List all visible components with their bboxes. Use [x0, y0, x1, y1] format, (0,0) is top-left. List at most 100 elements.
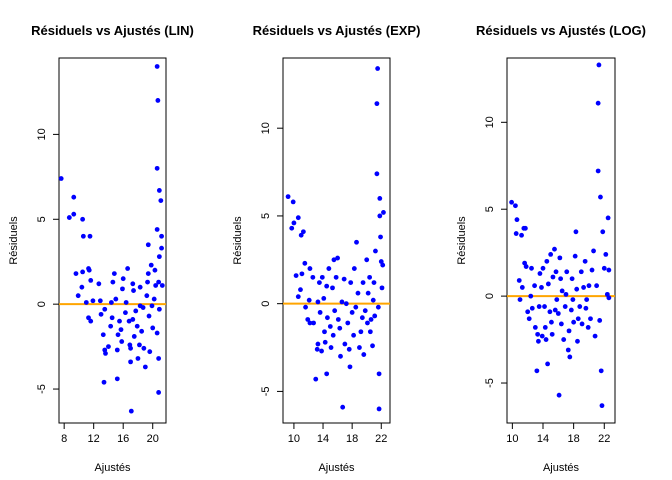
data-point — [347, 364, 353, 370]
data-point — [101, 379, 107, 385]
data-point — [156, 279, 162, 285]
data-point — [106, 344, 111, 350]
data-point — [375, 304, 381, 310]
data-point — [86, 315, 91, 321]
data-point — [156, 306, 162, 312]
data-point — [513, 231, 519, 236]
data-point — [603, 252, 609, 257]
data-point — [367, 329, 373, 335]
data-point — [319, 274, 325, 280]
data-point — [128, 359, 133, 365]
data-point — [137, 342, 142, 348]
data-point — [568, 307, 574, 313]
y-tick-label: -5 — [260, 387, 272, 397]
data-point — [316, 280, 322, 286]
data-point — [581, 285, 586, 290]
scatter-points — [285, 66, 386, 412]
data-point — [571, 319, 577, 325]
y-axis-label: Résiduels — [232, 216, 244, 265]
data-point — [552, 246, 557, 252]
data-point — [110, 279, 116, 285]
data-point — [80, 233, 86, 239]
data-point — [66, 215, 72, 220]
chart-panel-3: Résiduels vs Ajustés (LOG) 10 14 18 22 -5 0 5 10… — [456, 23, 646, 474]
data-point — [539, 285, 544, 290]
data-point — [355, 290, 361, 296]
data-point — [125, 266, 131, 271]
data-point — [575, 316, 581, 322]
data-point — [154, 165, 160, 171]
data-point — [513, 203, 518, 209]
data-point — [120, 276, 126, 282]
y-tick-label: 5 — [260, 213, 272, 219]
data-point — [306, 297, 312, 303]
data-point — [370, 297, 376, 303]
data-point — [135, 356, 141, 361]
data-point — [158, 198, 164, 204]
data-point — [526, 316, 532, 322]
data-point — [114, 347, 120, 353]
data-point — [131, 288, 136, 293]
x-tick-label: 12 — [88, 433, 100, 445]
data-point — [142, 364, 148, 370]
x-tick-label: 18 — [346, 433, 358, 445]
x-tick-label: 22 — [375, 433, 387, 445]
data-point — [126, 318, 132, 324]
data-point — [367, 274, 373, 280]
data-point — [310, 274, 316, 280]
data-point — [341, 276, 347, 282]
data-point — [113, 296, 119, 302]
data-point — [285, 194, 291, 200]
data-point — [574, 286, 580, 292]
data-point — [86, 267, 92, 273]
x-tick-label: 14 — [537, 433, 549, 445]
data-point — [79, 284, 85, 290]
data-point — [562, 304, 568, 309]
data-point — [359, 315, 365, 321]
data-point — [605, 215, 611, 221]
data-point — [295, 294, 301, 300]
data-point — [295, 215, 301, 221]
data-point — [522, 225, 528, 231]
data-point — [117, 318, 122, 324]
data-point — [572, 253, 578, 259]
data-point — [331, 257, 337, 263]
data-point — [291, 220, 297, 226]
data-point — [569, 276, 575, 282]
data-point — [586, 283, 592, 289]
data-point — [153, 283, 159, 288]
data-point — [578, 269, 584, 275]
data-point — [154, 64, 160, 69]
data-point — [525, 309, 531, 315]
data-point — [109, 315, 115, 321]
x-tick-label: 16 — [117, 433, 129, 445]
data-point — [314, 346, 320, 352]
data-point — [372, 313, 378, 319]
data-point — [156, 254, 162, 260]
y-tick-label: -5 — [484, 378, 496, 388]
data-point — [598, 368, 604, 374]
data-point — [582, 258, 588, 264]
data-point — [128, 408, 134, 414]
data-point — [529, 305, 535, 311]
data-point — [564, 269, 570, 275]
data-point — [337, 325, 343, 331]
data-point — [600, 229, 606, 235]
data-point — [348, 280, 354, 286]
data-point — [346, 346, 352, 352]
data-point — [557, 255, 563, 261]
data-point — [145, 279, 150, 285]
x-axis-label: Ajustés — [94, 462, 131, 474]
data-point — [154, 227, 160, 232]
data-point — [368, 317, 374, 322]
data-point — [577, 304, 583, 309]
data-point — [377, 213, 383, 219]
data-point — [594, 283, 600, 289]
data-point — [357, 345, 362, 350]
data-point — [130, 317, 136, 322]
data-point — [319, 348, 324, 354]
data-point — [145, 242, 151, 248]
y-tick-label: -5 — [36, 384, 48, 394]
data-point — [558, 276, 564, 282]
data-point — [324, 283, 330, 289]
